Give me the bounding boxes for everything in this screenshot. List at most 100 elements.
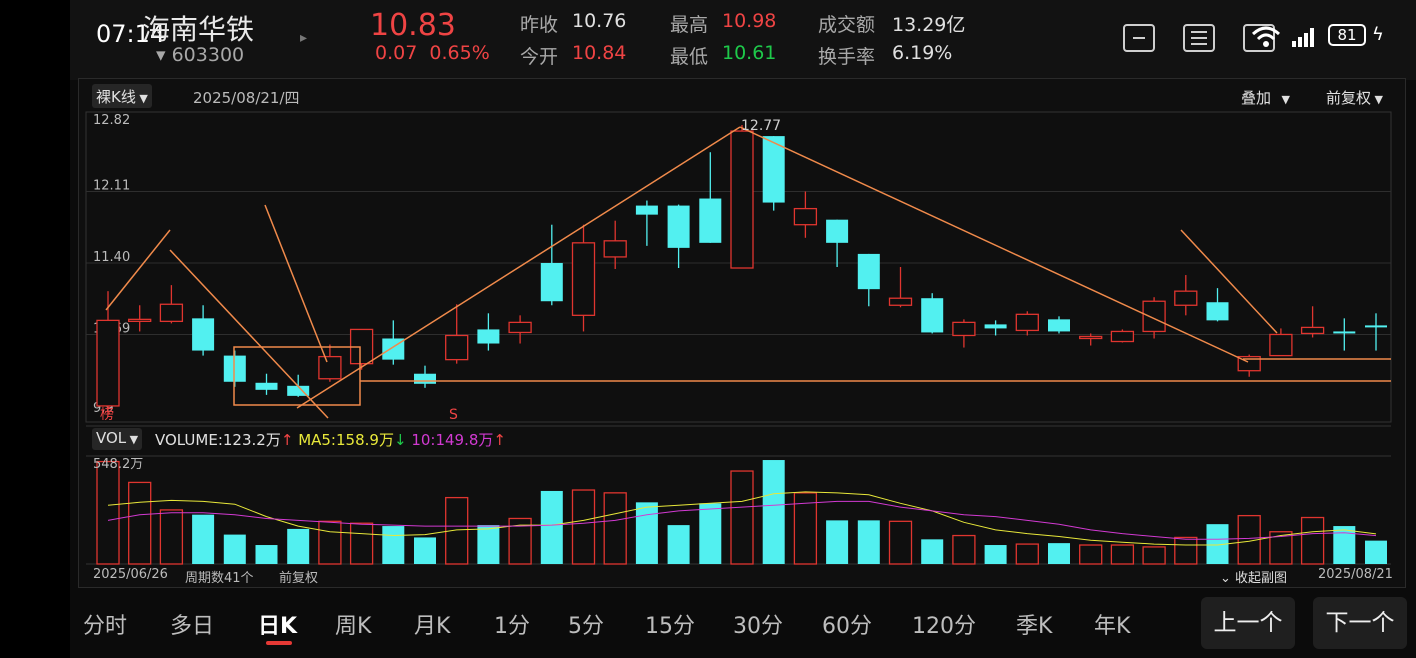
price-tick-label: 12.11: [93, 178, 130, 193]
signal-icon: [1292, 28, 1314, 47]
candle[interactable]: [414, 365, 436, 388]
quote-header: [70, 0, 1416, 80]
candle[interactable]: [1333, 318, 1356, 351]
volume-bar: [1206, 524, 1229, 564]
volume-bar: [984, 545, 1007, 564]
candle[interactable]: [857, 253, 880, 307]
candle[interactable]: [730, 125, 754, 269]
sell-marker[interactable]: S: [449, 407, 458, 423]
tab-yearly-k[interactable]: 年K: [1094, 614, 1131, 639]
ma10-value: 149.8万: [435, 431, 494, 449]
volume-bar: [223, 534, 246, 564]
low-value: 10.61: [722, 42, 777, 64]
volume-bar: [414, 537, 436, 564]
candle[interactable]: [159, 285, 184, 324]
tab-quarterly-k[interactable]: 季K: [1016, 614, 1053, 639]
change-value: 0.07: [375, 42, 418, 64]
candle[interactable]: [1110, 329, 1135, 343]
candle[interactable]: [1048, 316, 1070, 334]
prev-stock-button[interactable]: 上一个: [1201, 597, 1295, 649]
candle[interactable]: [128, 305, 152, 332]
candle[interactable]: [255, 373, 278, 395]
candle[interactable]: [699, 152, 722, 243]
tab-duori[interactable]: 多日: [170, 614, 215, 639]
kline-type-select[interactable]: 裸K线 ▼: [92, 84, 152, 108]
adjust-select[interactable]: 前复权 ▼: [1326, 87, 1383, 108]
bang-marker[interactable]: 榜: [100, 406, 114, 423]
candle-body: [952, 321, 976, 337]
volume-bar: [255, 545, 278, 564]
tab-monthly-k[interactable]: 月K: [414, 614, 451, 639]
battery-level: 81: [1337, 26, 1357, 44]
prev-close-label: 昨收: [520, 14, 559, 36]
candle[interactable]: [96, 291, 120, 414]
candle-body: [730, 130, 754, 269]
candle[interactable]: [667, 204, 690, 269]
tab-fenshi[interactable]: 分时: [83, 614, 128, 639]
candle-body: [255, 382, 278, 390]
tab-120min[interactable]: 120分: [912, 614, 976, 639]
candle-body: [888, 297, 913, 306]
candle[interactable]: [635, 200, 658, 246]
left-edge-strip: [0, 0, 70, 658]
stock-name[interactable]: 海南华铁: [142, 13, 255, 46]
indicator-select[interactable]: VOL ▼: [92, 428, 143, 450]
candle[interactable]: [1079, 333, 1103, 346]
candle-body: [508, 321, 532, 334]
tab-daily-k[interactable]: 日K: [258, 614, 298, 639]
candle[interactable]: [349, 328, 374, 370]
candle-body: [1269, 333, 1293, 357]
candle[interactable]: [921, 293, 944, 334]
volume-bar: [1048, 543, 1070, 564]
candle[interactable]: [793, 191, 818, 238]
turnover-rate-label: 换手率: [818, 46, 876, 68]
last-price: 10.83: [370, 8, 456, 43]
candle[interactable]: [318, 344, 342, 382]
tab-5min[interactable]: 5分: [568, 614, 604, 639]
price-tick-label: 12.82: [93, 113, 130, 128]
turnover-label: 成交额: [818, 14, 876, 36]
candle[interactable]: [508, 315, 532, 344]
next-stock-button[interactable]: 下一个: [1313, 597, 1407, 649]
candle[interactable]: [984, 320, 1007, 336]
candle[interactable]: [1300, 306, 1325, 338]
high-label: 最高: [670, 14, 709, 36]
candle[interactable]: [762, 136, 785, 211]
candle[interactable]: [445, 304, 469, 364]
candle[interactable]: [888, 267, 913, 308]
candle[interactable]: [1237, 354, 1261, 377]
candle[interactable]: [571, 224, 596, 332]
fullscreen-icon[interactable]: [1183, 24, 1215, 52]
candle[interactable]: [1365, 313, 1387, 351]
candle[interactable]: [603, 220, 627, 270]
collapse-subchart-button[interactable]: ⌄ 收起副图: [1220, 567, 1287, 586]
tab-1min[interactable]: 1分: [494, 614, 530, 639]
candle-body: [1142, 300, 1166, 333]
tab-15min[interactable]: 15分: [645, 614, 695, 639]
candle[interactable]: [1206, 288, 1229, 322]
candle[interactable]: [192, 305, 215, 356]
candle[interactable]: [540, 224, 563, 306]
candle[interactable]: [1142, 297, 1166, 339]
candle[interactable]: [826, 219, 849, 267]
tab-60min[interactable]: 60分: [822, 614, 872, 639]
candle[interactable]: [477, 313, 500, 351]
tab-weekly-k[interactable]: 周K: [335, 614, 372, 639]
candle-body: [192, 318, 215, 351]
minus-square-icon[interactable]: [1123, 24, 1155, 52]
candle-body: [1174, 290, 1198, 306]
candle-body: [477, 329, 500, 344]
volume-bar: [667, 525, 690, 564]
candle[interactable]: [1015, 311, 1039, 336]
overlay-select[interactable]: 叠加 ▼: [1241, 87, 1290, 108]
candle[interactable]: [952, 319, 976, 348]
candle-body: [318, 355, 342, 380]
chevron-down-icon: ▼: [135, 92, 148, 105]
candle[interactable]: [1174, 275, 1198, 316]
switch-stock-arrow-icon[interactable]: ▸: [300, 30, 308, 46]
tab-30min[interactable]: 30分: [733, 614, 783, 639]
candle[interactable]: [1269, 328, 1293, 357]
candle[interactable]: [223, 350, 246, 387]
volume-bar: [477, 525, 500, 564]
